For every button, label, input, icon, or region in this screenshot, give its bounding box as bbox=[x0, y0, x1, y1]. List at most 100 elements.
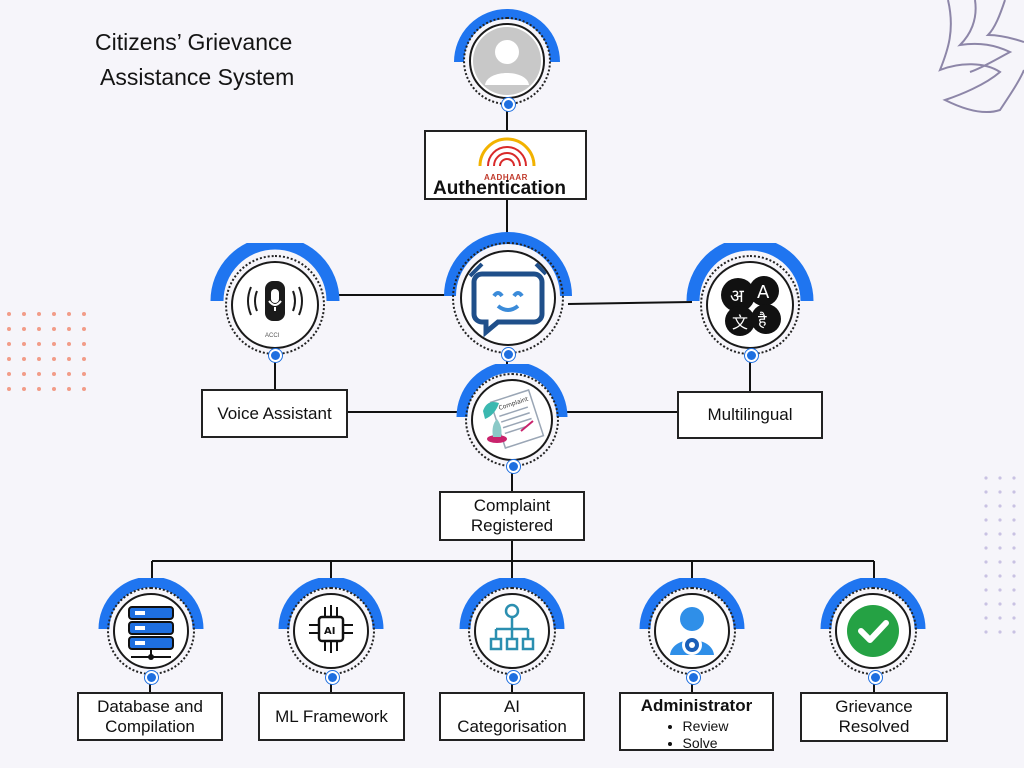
grievance-resolved-box: Grievance Resolved bbox=[800, 692, 948, 742]
decor-dot bbox=[52, 327, 56, 331]
decor-dot bbox=[1012, 574, 1016, 578]
multilingual-label: Multilingual bbox=[707, 405, 793, 424]
admin-gear-icon bbox=[670, 607, 714, 655]
administrator-box: Administrator Review Solve bbox=[619, 692, 774, 751]
decor-dot bbox=[82, 327, 86, 331]
decor-dot bbox=[1012, 518, 1016, 522]
decor-dot bbox=[7, 327, 11, 331]
connector-dot bbox=[326, 671, 339, 684]
connector-dot bbox=[687, 671, 700, 684]
decor-dot bbox=[984, 616, 988, 620]
decor-dot bbox=[82, 342, 86, 346]
decor-dot bbox=[7, 387, 11, 391]
decor-dot bbox=[984, 574, 988, 578]
decor-dot bbox=[984, 630, 988, 634]
authentication-box: AADHAAR Authentication bbox=[424, 130, 587, 200]
decor-dot bbox=[22, 357, 26, 361]
user-avatar-icon bbox=[473, 27, 541, 95]
connector-dot bbox=[502, 348, 515, 361]
dot-pattern-left bbox=[7, 312, 86, 391]
decor-dot bbox=[67, 342, 71, 346]
complaint-label-line2: Registered bbox=[470, 516, 554, 535]
decor-dot bbox=[984, 602, 988, 606]
decor-dot bbox=[7, 342, 11, 346]
aadhaar-logo bbox=[478, 137, 536, 167]
decor-dot bbox=[984, 532, 988, 536]
smart-speaker-icon bbox=[247, 281, 303, 321]
corner-star-decoration bbox=[938, 0, 1024, 113]
dot-pattern-right bbox=[984, 476, 1016, 634]
ml-framework-label: ML Framework bbox=[275, 706, 388, 726]
admin-task-solve: Solve bbox=[683, 735, 729, 752]
checkmark-icon bbox=[847, 605, 899, 657]
administrator-title: Administrator bbox=[640, 696, 753, 715]
decor-dot bbox=[1012, 476, 1016, 480]
decor-dot bbox=[1012, 588, 1016, 592]
page-title-line1: Citizens’ Grievance bbox=[95, 29, 293, 55]
database-node bbox=[98, 578, 204, 684]
decor-dot bbox=[37, 372, 41, 376]
voice-assistant-node: ACCI bbox=[210, 243, 340, 363]
ml-framework-node: AI bbox=[278, 578, 384, 684]
decor-dot bbox=[67, 357, 71, 361]
voice-assistant-box: Voice Assistant bbox=[201, 389, 348, 438]
resolved-label-line2: Resolved bbox=[838, 717, 910, 736]
complaint-registered-box: Complaint Registered bbox=[439, 491, 585, 541]
multilingual-node: अ A 文 है bbox=[686, 243, 814, 363]
connector-dot bbox=[502, 98, 515, 111]
decor-dot bbox=[1012, 630, 1016, 634]
connector-dot bbox=[269, 349, 282, 362]
decor-dot bbox=[52, 357, 56, 361]
decor-dot bbox=[67, 312, 71, 316]
connector-dot bbox=[507, 671, 520, 684]
decor-dot bbox=[22, 387, 26, 391]
decor-dot bbox=[37, 387, 41, 391]
decor-dot bbox=[7, 372, 11, 376]
chip-text: AI bbox=[324, 626, 335, 637]
decor-dot bbox=[984, 560, 988, 564]
multilingual-box: Multilingual bbox=[677, 391, 823, 439]
administrator-task-list: Review Solve bbox=[665, 718, 729, 752]
decor-dot bbox=[998, 588, 1002, 592]
translate-glyph: A bbox=[757, 282, 770, 303]
aadhaar-logo-text: AADHAAR bbox=[484, 173, 528, 182]
decor-dot bbox=[998, 490, 1002, 494]
decor-dot bbox=[22, 312, 26, 316]
decor-dot bbox=[22, 327, 26, 331]
decor-dot bbox=[1012, 616, 1016, 620]
authentication-label: Authentication bbox=[433, 178, 566, 199]
decor-dot bbox=[22, 342, 26, 346]
admin-task-review: Review bbox=[683, 718, 729, 735]
decor-dot bbox=[1012, 490, 1016, 494]
grievance-resolved-node bbox=[820, 578, 926, 684]
hierarchy-icon bbox=[489, 603, 535, 651]
decor-dot bbox=[67, 327, 71, 331]
complaint-form-icon: Complaint bbox=[483, 389, 545, 449]
decor-dot bbox=[998, 518, 1002, 522]
decor-dot bbox=[7, 357, 11, 361]
connector-dot bbox=[745, 349, 758, 362]
decor-dot bbox=[998, 560, 1002, 564]
decor-dot bbox=[998, 616, 1002, 620]
decor-dot bbox=[998, 602, 1002, 606]
translate-glyph: 文 bbox=[732, 313, 748, 332]
decor-dot bbox=[67, 387, 71, 391]
decor-dot bbox=[67, 372, 71, 376]
administrator-node bbox=[639, 578, 745, 684]
server-stack-icon bbox=[128, 606, 174, 660]
decor-dot bbox=[82, 387, 86, 391]
decor-dot bbox=[82, 372, 86, 376]
decor-dot bbox=[1012, 546, 1016, 550]
connector-dot bbox=[869, 671, 882, 684]
ml-framework-box: ML Framework bbox=[258, 692, 405, 741]
decor-dot bbox=[37, 312, 41, 316]
chatbot-node bbox=[444, 232, 572, 361]
decor-dot bbox=[984, 588, 988, 592]
decor-dot bbox=[998, 630, 1002, 634]
decor-dot bbox=[1012, 560, 1016, 564]
decor-dot bbox=[7, 312, 11, 316]
ai-categorisation-node bbox=[459, 578, 565, 684]
decor-dot bbox=[984, 546, 988, 550]
decor-dot bbox=[998, 532, 1002, 536]
